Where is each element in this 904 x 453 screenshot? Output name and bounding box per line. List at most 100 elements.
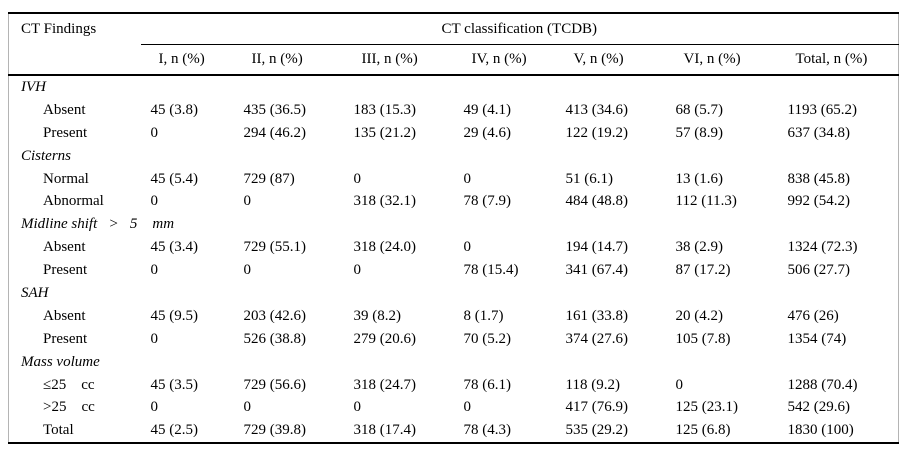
data-cell: 417 (76.9) [565, 399, 629, 416]
data-cell: 637 (34.8) [787, 124, 851, 141]
col-header-v: V, n (%) [555, 44, 666, 76]
data-cell: 87 (17.2) [675, 262, 731, 279]
data-cell: 318 (17.4) [353, 422, 417, 439]
data-cell: 45 (3.8) [150, 101, 199, 118]
table-body: IVH Absent 45 (3.8) 435 (36.5) 183 (15.3) 49 … [9, 75, 899, 443]
data-cell: 45 (3.4) [150, 239, 199, 256]
data-cell: 68 (5.7) [675, 101, 724, 118]
data-cell: 0 [243, 193, 252, 210]
data-cell: 0 [463, 170, 472, 187]
section-label: Midline shift > 5 mm [21, 216, 175, 233]
section-label: SAH [21, 284, 49, 301]
table-row: ≤25 cc 45 (3.5) 729 (56.6) 318 (24.7) 78 (6.… [9, 374, 899, 397]
section-row: Mass volume [9, 351, 899, 374]
data-cell: 318 (24.7) [353, 376, 417, 393]
table-row: Present 0 294 (46.2) 135 (21.2) 29 (4.6) 122 … [9, 122, 899, 145]
row-label: Total [43, 422, 74, 439]
data-cell: 729 (56.6) [243, 376, 307, 393]
group-header-row: CT Findings CT classification (TCDB) [8, 13, 899, 76]
data-cell: 0 [675, 376, 684, 393]
row-label: >25 cc [43, 399, 95, 416]
data-cell: 374 (27.6) [565, 330, 629, 347]
data-cell: 0 [353, 170, 362, 187]
col-header-i: I, n (%) [140, 44, 234, 76]
data-cell: 70 (5.2) [463, 330, 512, 347]
data-cell: 0 [463, 239, 472, 256]
data-cell: 20 (4.2) [675, 307, 724, 324]
section-label: IVH [21, 78, 46, 95]
data-cell: 203 (42.6) [243, 307, 307, 324]
data-cell: 45 (3.5) [150, 376, 199, 393]
data-cell: 39 (8.2) [353, 307, 402, 324]
data-cell: 125 (23.1) [675, 399, 739, 416]
data-cell: 194 (14.7) [565, 239, 629, 256]
data-cell: 0 [243, 399, 252, 416]
data-cell: 8 (1.7) [463, 307, 504, 324]
table-header: CT Findings CT classification (TCDB) I, … [8, 13, 899, 76]
data-cell: 13 (1.6) [675, 170, 724, 187]
data-cell: 1830 (100) [787, 422, 854, 439]
data-cell: 78 (6.1) [463, 376, 512, 393]
data-cell: 279 (20.6) [353, 330, 417, 347]
data-cell: 0 [353, 399, 362, 416]
section-row: Midline shift > 5 mm [9, 213, 899, 236]
row-label: Normal [43, 170, 89, 187]
data-cell: 729 (39.8) [243, 422, 307, 439]
row-label: Present [43, 262, 88, 279]
row-label: Present [43, 330, 88, 347]
data-cell: 526 (38.8) [243, 330, 307, 347]
section-row: Cisterns [9, 145, 899, 168]
data-cell: 318 (24.0) [353, 239, 417, 256]
col-header-total: Total, n (%) [777, 44, 899, 76]
data-cell: 45 (5.4) [150, 170, 199, 187]
col-header-ii: II, n (%) [233, 44, 344, 76]
section-label: Cisterns [21, 147, 72, 164]
data-cell: 112 (11.3) [675, 193, 737, 210]
ct-findings-table: CT Findings CT classification (TCDB) I, … [8, 12, 900, 445]
col-header-vi: VI, n (%) [665, 44, 778, 76]
data-cell: 413 (34.6) [565, 101, 629, 118]
data-cell: 51 (6.1) [565, 170, 614, 187]
section-row: IVH [9, 75, 899, 99]
section-label: Mass volume [21, 353, 100, 370]
data-cell: 0 [150, 330, 159, 347]
table-row: Present 0 526 (38.8) 279 (20.6) 70 (5.2) 374 … [9, 328, 899, 351]
data-cell: 183 (15.3) [353, 101, 417, 118]
data-cell: 1354 (74) [787, 330, 847, 347]
data-cell: 118 (9.2) [565, 376, 620, 393]
row-label: Absent [43, 307, 86, 324]
table-row: >25 cc 0 0 0 0 417 (76.9) 125 (23.1) 542 (29.6) [9, 396, 899, 419]
table-row: Present 0 0 0 78 (15.4) 341 (67.4) 87 (17.2) 50… [9, 259, 899, 282]
data-cell: 341 (67.4) [565, 262, 629, 279]
data-cell: 29 (4.6) [463, 124, 512, 141]
data-cell: 78 (7.9) [463, 193, 512, 210]
col-header-iv: IV, n (%) [453, 44, 556, 76]
col-header-iii: III, n (%) [343, 44, 454, 76]
data-cell: 484 (48.8) [565, 193, 629, 210]
data-cell: 0 [463, 399, 472, 416]
column-header-row: I, n (%) II, n (%) III, n (%) IV, n (%) … [9, 44, 899, 76]
row-label: ≤25 cc [43, 376, 95, 393]
data-cell: 542 (29.6) [787, 399, 851, 416]
col-header-ct-findings: CT Findings [8, 13, 141, 76]
data-cell: 729 (87) [243, 170, 295, 187]
table-row: Abnormal 0 0 318 (32.1) 78 (7.9) 484 (48.8) 11… [9, 190, 899, 213]
data-cell: 78 (4.3) [463, 422, 512, 439]
data-cell: 435 (36.5) [243, 101, 307, 118]
data-cell: 135 (21.2) [353, 124, 417, 141]
section-row: SAH [9, 282, 899, 305]
data-cell: 0 [150, 262, 159, 279]
table-row: Absent 45 (3.8) 435 (36.5) 183 (15.3) 49 (4.… [9, 99, 899, 122]
data-cell: 105 (7.8) [675, 330, 731, 347]
data-cell: 0 [353, 262, 362, 279]
table-row: Absent 45 (3.4) 729 (55.1) 318 (24.0) 0 194 (… [9, 236, 899, 259]
data-cell: 0 [150, 193, 159, 210]
table-row: Total 45 (2.5) 729 (39.8) 318 (17.4) 78 (4.3… [9, 419, 899, 443]
data-cell: 1193 (65.2) [787, 101, 857, 118]
data-cell: 78 (15.4) [463, 262, 519, 279]
data-cell: 535 (29.2) [565, 422, 629, 439]
table-row: Absent 45 (9.5) 203 (42.6) 39 (8.2) 8 (1.7) 1… [9, 305, 899, 328]
row-label: Abnormal [43, 193, 104, 210]
data-cell: 122 (19.2) [565, 124, 629, 141]
data-cell: 1324 (72.3) [787, 239, 858, 256]
